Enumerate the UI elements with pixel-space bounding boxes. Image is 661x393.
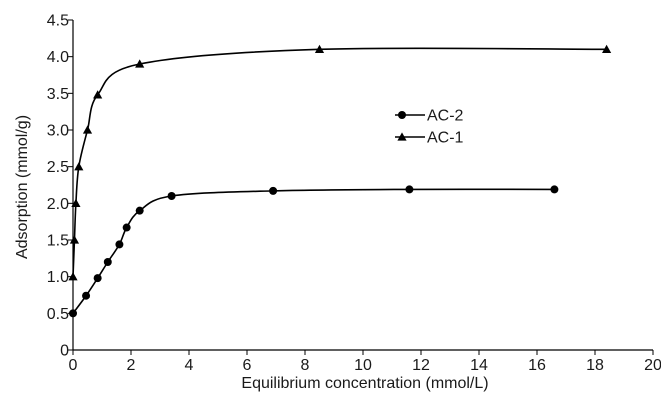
data-point-ac-2	[115, 240, 124, 249]
series-ac-1	[68, 44, 612, 281]
data-point-ac-2	[167, 192, 176, 200]
y-tick-label: 2.0	[47, 196, 69, 213]
data-point-ac-1	[135, 59, 145, 68]
y-axis-ticks: 0 0.5 1.0 1.5 2.0 2.5 3.0 3.5 4.0 4.5	[47, 13, 73, 360]
y-tick-label: 3.5	[47, 86, 69, 103]
x-tick-label: 0	[69, 357, 78, 374]
y-tick-label: 2.5	[47, 159, 69, 176]
data-point-ac-1	[68, 272, 78, 281]
data-point-ac-1	[71, 198, 81, 208]
legend-entry-ac-1: AC-1	[395, 130, 464, 147]
x-tick-label: 16	[528, 357, 546, 374]
x-tick-label: 8	[301, 357, 310, 374]
data-point-ac-2	[82, 291, 91, 300]
legend-label: AC-2	[427, 108, 464, 125]
x-tick-label: 18	[586, 357, 604, 374]
data-point-ac-1	[602, 44, 612, 54]
data-point-ac-2	[405, 185, 414, 194]
y-tick-label: 4.0	[47, 49, 69, 66]
x-tick-label: 12	[412, 357, 430, 374]
series-line-ac-2	[72, 188, 555, 314]
data-point-ac-2	[135, 206, 144, 215]
y-tick-label: 3.0	[47, 123, 69, 140]
x-tick-label: 14	[470, 357, 488, 374]
data-point-ac-2	[93, 274, 102, 283]
data-point-ac-1	[93, 90, 103, 99]
y-tick-label: 4.5	[47, 13, 69, 30]
x-tick-label: 2	[127, 357, 136, 374]
y-tick-label: 0.5	[47, 306, 69, 323]
legend-entry-ac-2: AC-2	[395, 108, 464, 125]
series-line-ac-1	[72, 47, 607, 277]
x-axis-ticks: 0 2 4 6 8 10 12 14 16 18 20	[69, 350, 661, 374]
y-axis-title: Adsorption (mmol/g)	[14, 115, 31, 259]
data-point-ac-2	[550, 185, 559, 194]
data-point-ac-2	[269, 186, 278, 195]
data-point-ac-2	[103, 258, 112, 266]
axes	[72, 20, 653, 351]
data-point-ac-1	[74, 162, 84, 171]
x-tick-label: 4	[185, 357, 194, 374]
y-tick-label: 0	[60, 343, 69, 360]
data-point-ac-2	[69, 309, 77, 318]
y-tick-label: 1.0	[47, 269, 69, 286]
legend-marker-ac-2	[398, 111, 406, 119]
x-tick-label: 6	[243, 357, 252, 374]
legend-marker-ac-1	[397, 132, 407, 141]
y-tick-label: 1.5	[47, 233, 69, 250]
legend-label: AC-1	[427, 130, 464, 147]
data-point-ac-1	[69, 235, 80, 244]
series-ac-2	[69, 185, 559, 318]
legend: AC-2 AC-1	[395, 108, 464, 147]
data-point-ac-1	[82, 125, 93, 134]
x-axis-title: Equilibrium concentration (mmol/L)	[241, 375, 488, 392]
data-point-ac-2	[122, 223, 131, 232]
series-layer	[68, 44, 612, 318]
data-point-ac-1	[314, 44, 325, 54]
x-tick-label: 20	[644, 357, 661, 374]
x-tick-label: 10	[354, 357, 372, 374]
